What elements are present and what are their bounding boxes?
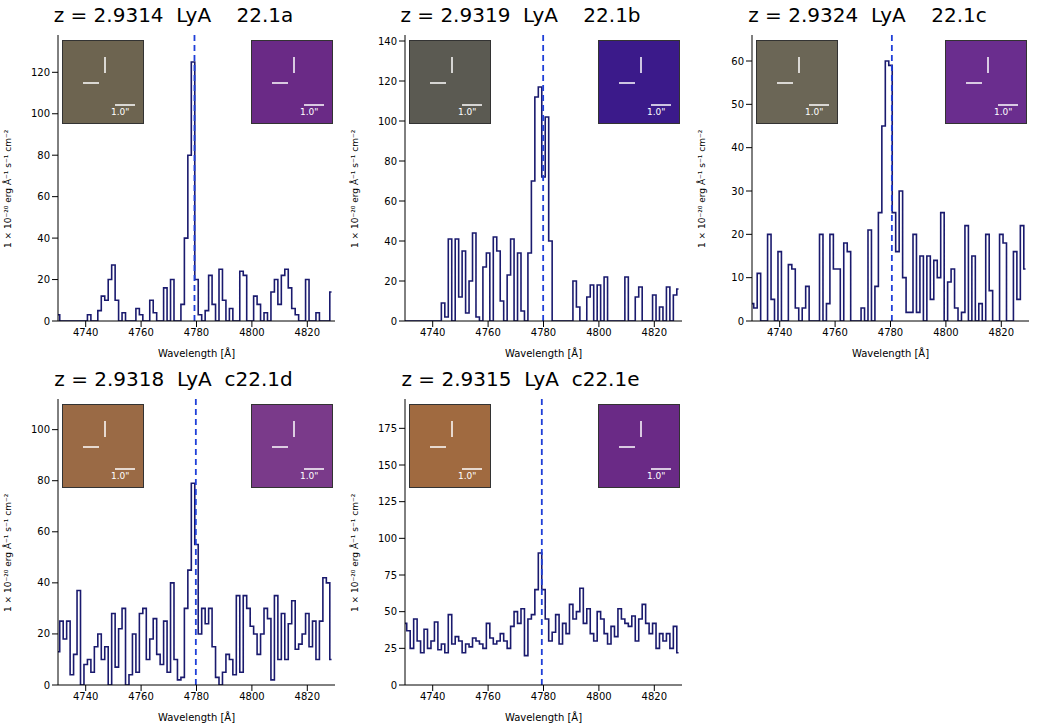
svg-text:100: 100 [378,116,397,127]
svg-text:0: 0 [391,316,397,327]
svg-text:4760: 4760 [822,327,847,338]
svg-text:4820: 4820 [989,327,1014,338]
svg-text:50: 50 [384,606,397,617]
svg-text:30: 30 [731,186,744,197]
svg-text:40: 40 [731,142,744,153]
svg-text:140: 140 [378,36,397,47]
svg-text:40: 40 [384,236,397,247]
svg-text:4740: 4740 [767,327,792,338]
svg-text:4740: 4740 [73,327,98,338]
html-text:1.0": 1.0" [458,107,477,117]
svg-text:1 × 10⁻²⁰ erg Å⁻¹ s⁻¹ cm⁻²: 1 × 10⁻²⁰ erg Å⁻¹ s⁻¹ cm⁻² [349,493,360,612]
svg-text:20: 20 [384,276,397,287]
svg-text:60: 60 [384,196,397,207]
html-text:1.0": 1.0" [111,471,130,481]
svg-text:4740: 4740 [420,691,445,702]
svg-text:Wavelength [Å]: Wavelength [Å] [852,347,929,359]
svg-text:80: 80 [384,156,397,167]
html-text:1.0": 1.0" [805,107,824,117]
svg-text:80: 80 [37,150,50,161]
html-text:z = 2.9324 LyA 22.1c: z = 2.9324 LyA 22.1c [748,3,987,27]
svg-text:120: 120 [31,67,50,78]
svg-text:4820: 4820 [295,691,320,702]
svg-text:40: 40 [37,233,50,244]
html-text:1.0": 1.0" [647,471,666,481]
html-text:1.0": 1.0" [300,107,319,117]
svg-text:4800: 4800 [239,691,264,702]
svg-text:4800: 4800 [933,327,958,338]
svg-text:4760: 4760 [128,327,153,338]
svg-text:60: 60 [731,56,744,67]
svg-text:4780: 4780 [531,691,556,702]
svg-text:100: 100 [31,424,50,435]
html-text:1.0": 1.0" [111,107,130,117]
svg-text:4780: 4780 [878,327,903,338]
svg-text:4760: 4760 [475,691,500,702]
svg-text:4740: 4740 [420,327,445,338]
html-text:1.0": 1.0" [647,107,666,117]
svg-text:25: 25 [384,643,397,654]
svg-text:120: 120 [378,76,397,87]
svg-text:10: 10 [731,272,744,283]
svg-text:Wavelength [Å]: Wavelength [Å] [158,711,235,723]
svg-text:4820: 4820 [642,327,667,338]
html-text:z = 2.9319 LyA 22.1b: z = 2.9319 LyA 22.1b [400,3,641,27]
svg-text:50: 50 [731,99,744,110]
svg-text:4780: 4780 [531,327,556,338]
svg-text:Wavelength [Å]: Wavelength [Å] [505,347,582,359]
svg-text:0: 0 [738,316,744,327]
svg-text:20: 20 [731,229,744,240]
svg-text:175: 175 [378,423,397,434]
svg-text:Wavelength [Å]: Wavelength [Å] [505,711,582,723]
svg-text:1 × 10⁻²⁰ erg Å⁻¹ s⁻¹ cm⁻²: 1 × 10⁻²⁰ erg Å⁻¹ s⁻¹ cm⁻² [349,129,360,248]
html-text:z = 2.9318 LyA c22.1d: z = 2.9318 LyA c22.1d [54,367,293,391]
svg-text:20: 20 [37,274,50,285]
svg-text:0: 0 [44,316,50,327]
svg-text:4800: 4800 [586,327,611,338]
svg-text:4760: 4760 [475,327,500,338]
svg-text:1 × 10⁻²⁰ erg Å⁻¹ s⁻¹ cm⁻²: 1 × 10⁻²⁰ erg Å⁻¹ s⁻¹ cm⁻² [696,129,707,248]
svg-text:75: 75 [384,570,397,581]
svg-text:4800: 4800 [239,327,264,338]
html-text:1.0": 1.0" [458,471,477,481]
html-text:z = 2.9314 LyA 22.1a: z = 2.9314 LyA 22.1a [53,3,294,27]
svg-text:4760: 4760 [128,691,153,702]
svg-text:0: 0 [44,680,50,691]
svg-text:100: 100 [31,108,50,119]
html-text:1.0": 1.0" [994,107,1013,117]
svg-text:80: 80 [37,475,50,486]
svg-text:4780: 4780 [184,691,209,702]
html-text:1.0": 1.0" [300,471,319,481]
svg-text:0: 0 [391,680,397,691]
svg-text:40: 40 [37,577,50,588]
svg-text:1 × 10⁻²⁰ erg Å⁻¹ s⁻¹ cm⁻²: 1 × 10⁻²⁰ erg Å⁻¹ s⁻¹ cm⁻² [2,493,13,612]
svg-text:150: 150 [378,460,397,471]
svg-text:4780: 4780 [184,327,209,338]
svg-text:4800: 4800 [586,691,611,702]
svg-text:100: 100 [378,533,397,544]
svg-text:60: 60 [37,191,50,202]
svg-text:Wavelength [Å]: Wavelength [Å] [158,347,235,359]
svg-text:4820: 4820 [295,327,320,338]
svg-text:1 × 10⁻²⁰ erg Å⁻¹ s⁻¹ cm⁻²: 1 × 10⁻²⁰ erg Å⁻¹ s⁻¹ cm⁻² [2,129,13,248]
svg-text:20: 20 [37,628,50,639]
svg-text:4740: 4740 [73,691,98,702]
svg-text:4820: 4820 [642,691,667,702]
html-text:z = 2.9315 LyA c22.1e: z = 2.9315 LyA c22.1e [401,367,640,391]
svg-text:125: 125 [378,496,397,507]
svg-text:60: 60 [37,526,50,537]
